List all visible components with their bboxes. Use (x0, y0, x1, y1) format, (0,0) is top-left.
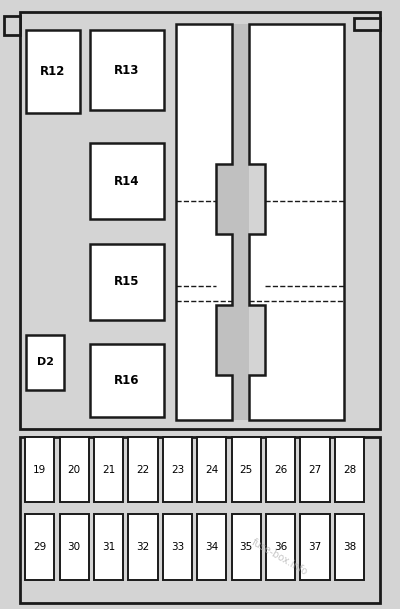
Bar (60, 514, 89, 580)
Text: 26: 26 (274, 465, 287, 474)
Bar (90, 244, 164, 320)
Text: R12: R12 (40, 65, 66, 78)
Bar (26, 30, 80, 113)
Text: fuse-box.info: fuse-box.info (250, 537, 310, 577)
Text: 32: 32 (136, 542, 150, 552)
Bar (216, 24, 249, 420)
Text: 34: 34 (205, 542, 218, 552)
Text: D2: D2 (36, 357, 54, 367)
Bar (266, 437, 295, 502)
Bar (232, 514, 261, 580)
Bar (197, 514, 226, 580)
Bar (232, 437, 261, 502)
Text: 20: 20 (68, 465, 81, 474)
Bar (90, 30, 164, 110)
Bar (25, 437, 54, 502)
Text: 37: 37 (308, 542, 322, 552)
Bar (20, 437, 380, 603)
Text: 19: 19 (33, 465, 46, 474)
Text: 33: 33 (171, 542, 184, 552)
Bar (20, 12, 380, 429)
Bar (60, 437, 89, 502)
Bar (128, 437, 158, 502)
Text: 28: 28 (343, 465, 356, 474)
Bar (26, 335, 64, 390)
Bar (4, 16, 20, 35)
Text: 30: 30 (68, 542, 81, 552)
Bar (300, 437, 330, 502)
Text: 21: 21 (102, 465, 115, 474)
Bar (163, 514, 192, 580)
Bar (163, 437, 192, 502)
Bar (128, 514, 158, 580)
Text: 24: 24 (205, 465, 218, 474)
Text: 38: 38 (343, 542, 356, 552)
Text: 22: 22 (136, 465, 150, 474)
Bar (335, 514, 364, 580)
Bar (25, 514, 54, 580)
Text: 29: 29 (33, 542, 46, 552)
Bar (94, 514, 123, 580)
Bar (90, 143, 164, 219)
Bar (335, 437, 364, 502)
Bar (266, 514, 295, 580)
Text: R16: R16 (114, 374, 140, 387)
Bar (354, 18, 380, 30)
Bar (90, 344, 164, 417)
Text: 25: 25 (240, 465, 253, 474)
Polygon shape (249, 24, 344, 420)
Bar (300, 514, 330, 580)
Bar (197, 437, 226, 502)
Text: 36: 36 (274, 542, 287, 552)
Polygon shape (176, 24, 232, 420)
Text: 23: 23 (171, 465, 184, 474)
Text: 27: 27 (308, 465, 322, 474)
Text: R13: R13 (114, 63, 140, 77)
Text: R14: R14 (114, 175, 140, 188)
Text: R15: R15 (114, 275, 140, 288)
Text: 31: 31 (102, 542, 115, 552)
Text: 35: 35 (240, 542, 253, 552)
Bar (94, 437, 123, 502)
